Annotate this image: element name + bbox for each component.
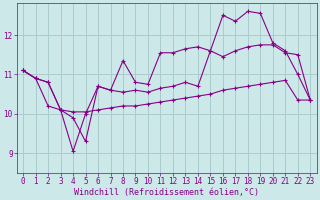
X-axis label: Windchill (Refroidissement éolien,°C): Windchill (Refroidissement éolien,°C): [74, 188, 259, 197]
